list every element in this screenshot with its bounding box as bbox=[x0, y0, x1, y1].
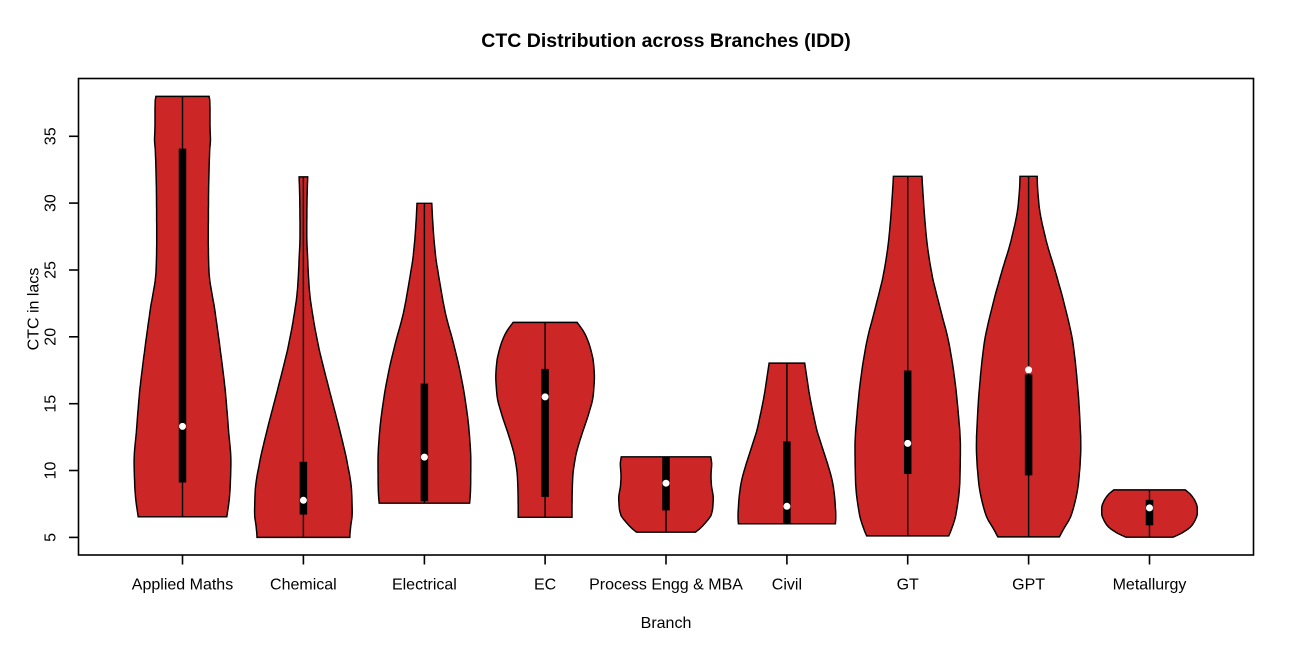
svg-text:EC: EC bbox=[534, 577, 556, 594]
svg-text:25: 25 bbox=[43, 261, 60, 279]
svg-text:Process Engg & MBA: Process Engg & MBA bbox=[589, 577, 743, 594]
svg-text:15: 15 bbox=[43, 395, 60, 413]
svg-text:Metallurgy: Metallurgy bbox=[1113, 577, 1187, 594]
svg-text:35: 35 bbox=[43, 127, 60, 145]
svg-text:Civil: Civil bbox=[772, 577, 802, 594]
svg-text:CTC Distribution across Branch: CTC Distribution across Branches (IDD) bbox=[481, 30, 850, 52]
svg-text:GT: GT bbox=[897, 577, 919, 594]
svg-text:20: 20 bbox=[43, 328, 60, 346]
svg-text:5: 5 bbox=[43, 533, 60, 542]
svg-text:Applied Maths: Applied Maths bbox=[132, 577, 233, 594]
svg-text:CTC in lacs: CTC in lacs bbox=[26, 268, 43, 351]
svg-text:GPT: GPT bbox=[1012, 577, 1045, 594]
svg-text:Electrical: Electrical bbox=[392, 577, 457, 594]
svg-text:Branch: Branch bbox=[641, 615, 692, 632]
svg-text:Chemical: Chemical bbox=[270, 577, 337, 594]
svg-text:30: 30 bbox=[43, 194, 60, 212]
svg-text:10: 10 bbox=[43, 462, 60, 480]
